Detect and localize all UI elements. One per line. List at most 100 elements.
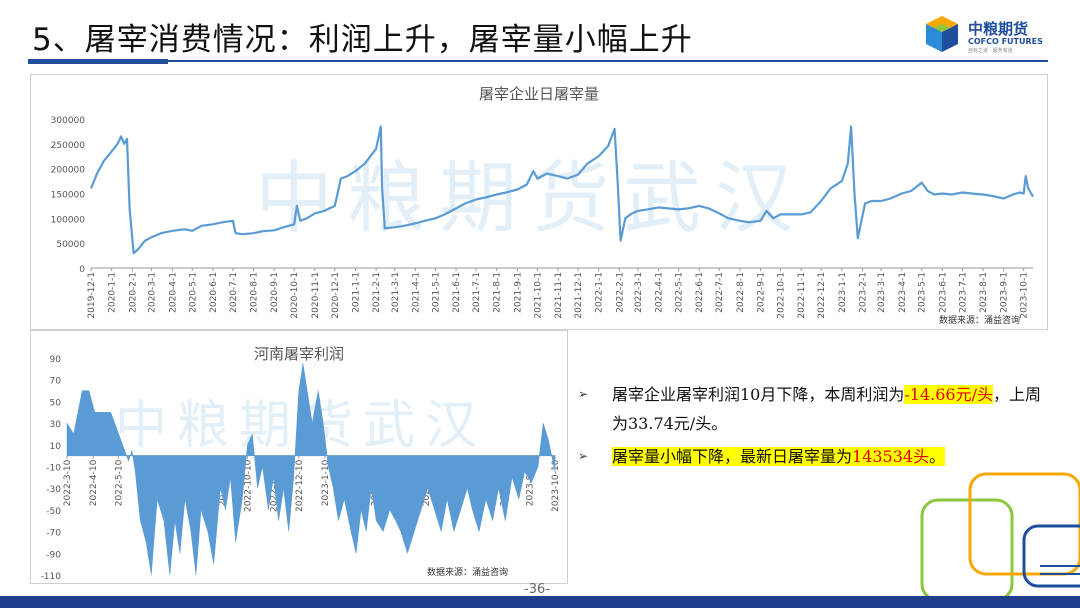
data-point <box>598 156 600 158</box>
data-point <box>212 224 214 226</box>
x-tick-label: 2023-9-10 <box>526 459 536 506</box>
data-point <box>434 509 436 511</box>
x-tick-label: 2022-4-1 <box>655 272 665 313</box>
x-tick-label: 2022-5-1 <box>675 272 685 313</box>
data-point <box>273 477 275 479</box>
henan-profit-chart-panel: 河南屠宰利润中粮期货武汉9070503010-10-30-50-70-90-11… <box>30 330 568 584</box>
data-point <box>296 205 298 207</box>
data-point <box>235 542 237 544</box>
y-tick-label: -10 <box>46 464 61 474</box>
data-point <box>156 498 158 500</box>
data-point <box>129 208 131 210</box>
data-point <box>355 170 357 172</box>
data-point <box>841 180 843 182</box>
data-point <box>347 175 349 177</box>
data-point <box>120 136 122 138</box>
chart-title: 河南屠宰利润 <box>254 345 344 363</box>
x-tick-label: 2020-2-1 <box>128 272 138 313</box>
data-point <box>389 509 391 511</box>
data-point <box>105 412 107 414</box>
x-tick-label: 2023-1-10 <box>321 459 331 506</box>
x-tick-label: 2021-4-1 <box>411 272 421 313</box>
y-tick-label: -30 <box>46 485 61 495</box>
profit-area-series <box>66 363 556 576</box>
data-point <box>252 433 254 435</box>
x-tick-label: 2023-10-1 <box>1020 272 1030 319</box>
y-tick-label: 300000 <box>51 116 86 126</box>
data-point <box>138 248 140 250</box>
data-point <box>169 574 171 576</box>
data-point <box>207 531 209 533</box>
y-tick-label: 30 <box>50 420 62 430</box>
x-tick-label: 2022-6-1 <box>695 272 705 313</box>
x-tick-label: 2022-9-1 <box>757 272 767 313</box>
data-point <box>620 240 622 242</box>
data-point <box>435 218 437 220</box>
x-tick-label: 2020-3-1 <box>148 272 158 313</box>
data-point <box>847 163 849 165</box>
bullet-profit: ➢ 屠宰企业屠宰利润10月下降，本周利润为-14.66元/头，上周为33.74元… <box>578 380 1048 438</box>
x-tick-label: 2020-10-1 <box>290 272 300 319</box>
data-point <box>253 232 255 234</box>
data-point <box>718 213 720 215</box>
data-point <box>400 531 402 533</box>
data-point <box>195 574 197 576</box>
slaughter-line-series <box>89 125 1034 255</box>
daily-slaughter-chart-panel: 屠宰企业日屠宰量 中粮期货武汉 0 50000 100000 150000 200000 25… <box>30 74 1048 330</box>
data-point <box>557 175 559 177</box>
data-source-note: 数据来源：涌益咨询 <box>939 314 1020 326</box>
data-point <box>780 214 782 216</box>
data-point <box>455 208 457 210</box>
data-point <box>117 143 119 145</box>
logo-tagline: 自有之道 · 服务有道 <box>968 48 1013 54</box>
data-point <box>135 471 137 473</box>
data-point <box>485 498 487 500</box>
x-tick-label: 2022-2-1 <box>615 272 625 313</box>
data-point <box>971 193 973 195</box>
data-point <box>360 509 362 511</box>
data-point <box>658 207 660 209</box>
data-point <box>625 218 627 220</box>
x-tick-label: 2023-8-1 <box>979 272 989 313</box>
x-tick-label: 2021-8-1 <box>493 272 503 313</box>
data-point <box>415 223 417 225</box>
data-point <box>631 213 633 215</box>
data-point <box>413 531 415 533</box>
data-point <box>241 233 243 235</box>
data-point <box>1025 175 1027 177</box>
data-point <box>485 197 487 199</box>
data-point <box>306 218 308 220</box>
y-tick-label: 0 <box>79 265 85 275</box>
data-point <box>698 205 700 207</box>
bullet-volume-value: 143534头 <box>852 447 930 466</box>
data-point <box>278 520 280 522</box>
data-point <box>748 222 750 224</box>
y-tick-label: 90 <box>50 355 62 365</box>
data-point <box>381 188 383 190</box>
data-point <box>708 208 710 210</box>
data-point <box>1028 188 1030 190</box>
data-point <box>314 213 316 215</box>
data-point <box>739 220 741 222</box>
data-point <box>766 210 768 212</box>
data-point <box>789 214 791 216</box>
data-point <box>128 460 130 462</box>
data-point <box>73 433 75 435</box>
x-tick-label: 2021-1-1 <box>351 272 361 313</box>
data-point <box>221 222 223 224</box>
x-tick-label: 2021-11-1 <box>554 272 564 319</box>
bullet-volume-text: 屠宰量小幅下降，最新日屠宰量为 <box>612 447 853 466</box>
y-tick-label: -50 <box>46 507 61 517</box>
page-number: -36- <box>524 582 550 597</box>
data-point <box>247 444 249 446</box>
data-point <box>531 482 533 484</box>
data-point <box>225 509 227 511</box>
data-point <box>424 220 426 222</box>
data-point <box>910 190 912 192</box>
chart-title: 屠宰企业日屠宰量 <box>479 85 599 103</box>
x-tick-label: 2019-12-1 <box>87 272 97 319</box>
title-rule <box>28 60 1048 62</box>
data-point <box>1003 198 1005 200</box>
data-point <box>340 178 342 180</box>
